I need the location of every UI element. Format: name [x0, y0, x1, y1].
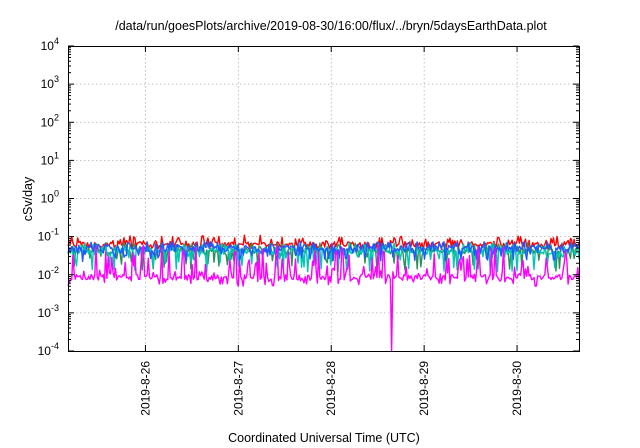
x-tick-label: 2019-8-27: [231, 361, 245, 416]
x-tick-label: 2019-8-30: [510, 361, 524, 416]
x-tick-label: 2019-8-29: [417, 361, 431, 416]
y-tick-label: 102: [41, 112, 59, 129]
series-layer: [67, 234, 580, 352]
x-tick-label: 2019-8-26: [138, 361, 152, 416]
x-tick-label: 2019-8-28: [324, 361, 338, 416]
y-axis-label: cSv/day: [21, 176, 35, 221]
y-tick-label: 10-2: [38, 265, 59, 282]
tick-marks: [68, 45, 579, 352]
y-tick-label: 101: [41, 150, 59, 167]
series-line-5: [67, 244, 580, 352]
series-line-1: [67, 234, 580, 251]
grid-lines: [68, 46, 579, 351]
chart-title: /data/run/goesPlots/archive/2019-08-30/1…: [115, 19, 547, 33]
x-axis-label: Coordinated Universal Time (UTC): [228, 431, 420, 445]
y-tick-labels: 10-4 10-3 10-2 10-1 100 101 102 103 104: [38, 36, 59, 358]
y-tick-label: 10-3: [38, 303, 59, 320]
y-tick-label: 10-4: [38, 341, 59, 358]
y-tick-label: 104: [41, 36, 59, 53]
y-tick-label: 103: [41, 74, 59, 91]
x-tick-labels: 2019-8-26 2019-8-27 2019-8-28 2019-8-29 2019…: [138, 361, 524, 416]
series-line-4: [67, 240, 580, 263]
y-tick-label: 100: [41, 189, 59, 206]
y-tick-label: 10-1: [38, 227, 59, 244]
